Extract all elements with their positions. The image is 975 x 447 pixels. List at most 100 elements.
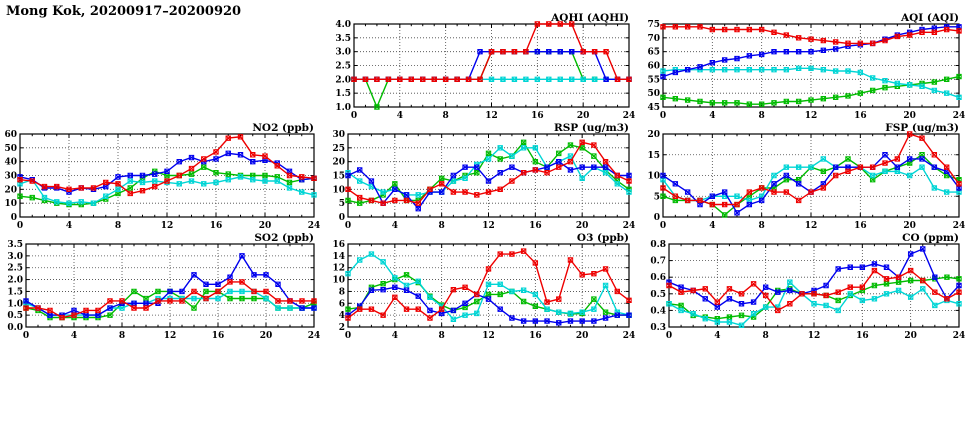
svg-text:2.0: 2.0 bbox=[7, 276, 23, 286]
svg-text:5: 5 bbox=[339, 199, 345, 209]
svg-text:30: 30 bbox=[332, 130, 345, 140]
svg-text:16: 16 bbox=[531, 111, 544, 121]
svg-text:4: 4 bbox=[71, 331, 77, 341]
svg-text:SO2 (ppb): SO2 (ppb) bbox=[254, 232, 314, 244]
svg-text:10: 10 bbox=[4, 199, 17, 209]
svg-text:12: 12 bbox=[805, 111, 818, 121]
svg-text:15: 15 bbox=[332, 172, 345, 182]
svg-text:AQHI (AQHI): AQHI (AQHI) bbox=[550, 12, 629, 24]
svg-text:20: 20 bbox=[576, 331, 589, 341]
svg-text:5: 5 bbox=[654, 192, 660, 202]
svg-text:30: 30 bbox=[4, 172, 17, 182]
svg-text:75: 75 bbox=[647, 20, 660, 30]
svg-text:0.0: 0.0 bbox=[7, 323, 23, 333]
svg-text:4.0: 4.0 bbox=[335, 20, 351, 30]
svg-text:70: 70 bbox=[647, 34, 660, 44]
chart-canvas-aqi: 45 50 55 60 65 70 75 0 4 8 12 16 20 24 AQI (AQI) bbox=[647, 12, 965, 121]
svg-text:0: 0 bbox=[339, 213, 345, 223]
svg-text:24: 24 bbox=[308, 221, 320, 231]
svg-text:20: 20 bbox=[647, 130, 660, 140]
svg-text:4: 4 bbox=[392, 221, 398, 231]
chart-canvas-aqhi: 1.0 1.5 2.0 2.5 3.0 3.5 4.0 0 4 8 12 16 20 24 AQHI (AQ… bbox=[335, 12, 635, 121]
svg-text:50: 50 bbox=[647, 89, 660, 99]
chart-aqhi: 1.0 1.5 2.0 2.5 3.0 3.5 4.0 0 4 8 12 16 20 24 AQHI (AQ… bbox=[330, 2, 635, 122]
svg-text:24: 24 bbox=[953, 221, 965, 231]
svg-text:8: 8 bbox=[439, 331, 445, 341]
svg-text:20: 20 bbox=[332, 158, 345, 168]
svg-text:4: 4 bbox=[709, 221, 715, 231]
svg-text:0: 0 bbox=[654, 213, 660, 223]
svg-text:12: 12 bbox=[164, 331, 177, 341]
svg-text:1.0: 1.0 bbox=[7, 299, 23, 309]
svg-text:12: 12 bbox=[808, 331, 821, 341]
svg-text:12: 12 bbox=[332, 264, 345, 274]
svg-text:24: 24 bbox=[623, 331, 635, 341]
svg-text:20: 20 bbox=[903, 221, 916, 231]
chart-rsp: 0 5 10 15 20 25 30 0 4 8 12 16 20 24 RSP (ug/m3) bbox=[330, 122, 635, 232]
svg-text:24: 24 bbox=[623, 111, 635, 121]
svg-text:20: 20 bbox=[260, 331, 273, 341]
svg-text:0: 0 bbox=[17, 221, 23, 231]
svg-text:16: 16 bbox=[854, 221, 867, 231]
svg-text:16: 16 bbox=[854, 111, 867, 121]
svg-text:6: 6 bbox=[339, 299, 345, 309]
svg-text:2: 2 bbox=[339, 323, 345, 333]
svg-text:20: 20 bbox=[577, 111, 590, 121]
svg-text:10: 10 bbox=[647, 172, 660, 182]
svg-text:16: 16 bbox=[529, 331, 542, 341]
svg-text:8: 8 bbox=[763, 331, 769, 341]
svg-text:12: 12 bbox=[805, 221, 818, 231]
svg-text:0.5: 0.5 bbox=[650, 290, 666, 300]
svg-text:1.5: 1.5 bbox=[335, 89, 351, 99]
svg-text:CO (ppm): CO (ppm) bbox=[902, 232, 959, 244]
svg-text:0: 0 bbox=[11, 213, 17, 223]
svg-text:8: 8 bbox=[119, 331, 125, 341]
chart-canvas-co: 0.3 0.4 0.5 0.6 0.7 0.8 0 4 8 12 16 20 24 CO (ppm) bbox=[650, 232, 965, 341]
svg-text:16: 16 bbox=[529, 221, 542, 231]
chart-so2: 0.0 0.5 1.0 1.5 2.0 2.5 3.0 3.5 0 4 8 12 16 20 24 SO2 (… bbox=[2, 232, 320, 342]
svg-text:0: 0 bbox=[345, 221, 351, 231]
chart-co: 0.3 0.4 0.5 0.6 0.7 0.8 0 4 8 12 16 20 24 CO (ppm) bbox=[645, 232, 965, 342]
page-title: Mong Kok, 20200917–20200920 bbox=[6, 4, 242, 19]
svg-text:16: 16 bbox=[212, 331, 225, 341]
svg-text:0.7: 0.7 bbox=[650, 257, 666, 267]
svg-text:3.5: 3.5 bbox=[7, 240, 23, 250]
chart-canvas-so2: 0.0 0.5 1.0 1.52.0 2.5 3.0 3.5 0 4 8 12 16 20 24 SO2 (… bbox=[7, 232, 320, 341]
svg-text:3.0: 3.0 bbox=[335, 48, 351, 58]
svg-text:AQI (AQI): AQI (AQI) bbox=[900, 12, 959, 24]
chart-aqi: 45 50 55 60 65 70 75 0 4 8 12 16 20 24 AQI (AQI) bbox=[645, 2, 965, 122]
svg-text:16: 16 bbox=[332, 240, 345, 250]
svg-text:RSP (ug/m3): RSP (ug/m3) bbox=[554, 122, 629, 134]
svg-text:60: 60 bbox=[4, 130, 17, 140]
svg-text:0: 0 bbox=[351, 111, 357, 121]
svg-text:24: 24 bbox=[953, 111, 965, 121]
svg-text:60: 60 bbox=[647, 62, 660, 72]
svg-text:0.5: 0.5 bbox=[7, 311, 23, 321]
svg-text:20: 20 bbox=[903, 111, 916, 121]
svg-text:0: 0 bbox=[23, 331, 29, 341]
svg-text:4: 4 bbox=[714, 331, 720, 341]
svg-text:14: 14 bbox=[332, 252, 345, 262]
svg-text:12: 12 bbox=[482, 331, 495, 341]
chart-no2: 0 10 20 30 40 50 60 0 4 8 12 16 20 24 NO2 (ppb) bbox=[2, 122, 320, 232]
svg-text:2.0: 2.0 bbox=[335, 75, 351, 85]
chart-canvas-rsp: 0 5 10 15 20 25 30 0 4 8 12 16 20 24 RSP (ug/m3) bbox=[332, 122, 635, 231]
svg-text:3.0: 3.0 bbox=[7, 252, 23, 262]
chart-o3: 2 4 6 8 10 12 14 16 0 4 8 12 16 20 24 O3 (ppb) bbox=[330, 232, 635, 342]
svg-text:24: 24 bbox=[623, 221, 635, 231]
svg-text:55: 55 bbox=[647, 75, 660, 85]
svg-text:20: 20 bbox=[576, 221, 589, 231]
svg-text:50: 50 bbox=[4, 144, 17, 154]
svg-text:16: 16 bbox=[210, 221, 223, 231]
svg-text:2.5: 2.5 bbox=[7, 264, 23, 274]
chart-canvas-fsp: 0 5 10 15 20 0 4 8 12 16 20 24 FSP (ug/m3) bbox=[647, 122, 965, 231]
svg-text:8: 8 bbox=[439, 221, 445, 231]
svg-text:4: 4 bbox=[339, 311, 345, 321]
svg-text:20: 20 bbox=[904, 331, 917, 341]
svg-text:8: 8 bbox=[443, 111, 449, 121]
svg-text:4: 4 bbox=[397, 111, 403, 121]
svg-text:4: 4 bbox=[709, 111, 715, 121]
svg-text:0.8: 0.8 bbox=[650, 240, 666, 250]
svg-text:4: 4 bbox=[66, 221, 72, 231]
svg-text:FSP (ug/m3): FSP (ug/m3) bbox=[885, 122, 959, 134]
